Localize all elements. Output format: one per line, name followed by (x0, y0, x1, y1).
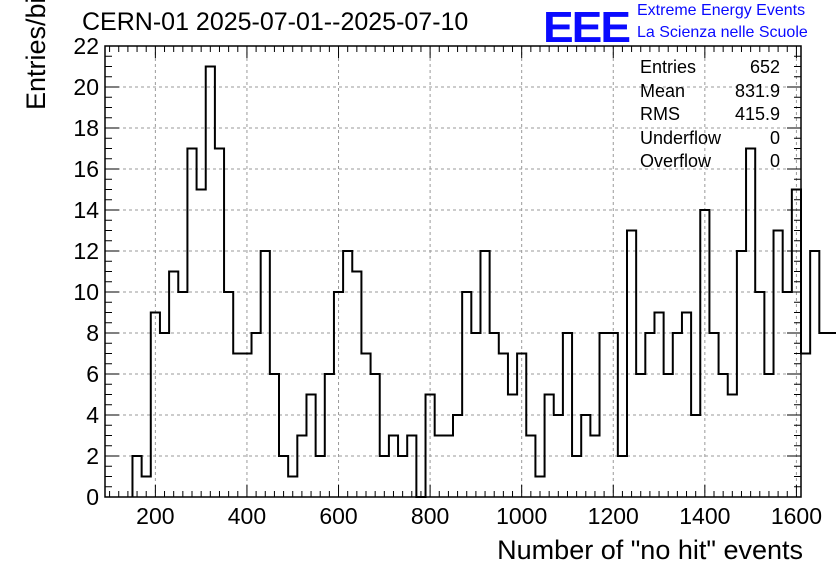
x-tick-label: 1600 (771, 503, 822, 529)
x-axis-label: Number of "no hit" events (497, 535, 803, 565)
x-tick-label: 1400 (679, 503, 730, 529)
histogram-series (131, 65, 836, 498)
y-axis-label: Entries/bin (21, 0, 51, 110)
y-tick-label: 6 (86, 361, 99, 387)
stats-rms: RMS 415.9 (640, 103, 780, 127)
y-tick-label: 4 (86, 402, 99, 428)
stats-overflow: Overflow 0 (640, 150, 780, 174)
stats-box: Entries 652 Mean 831.9 RMS 415.9 Underfl… (640, 56, 780, 174)
stat-label: Mean (640, 80, 686, 101)
stat-value: 652 (749, 57, 780, 77)
x-tick-label: 200 (136, 503, 174, 529)
stat-label: Underflow (640, 127, 722, 148)
y-tick-label: 14 (73, 197, 99, 223)
logo-line-1: Extreme Energy Events (637, 2, 806, 19)
stat-label: Overflow (640, 151, 712, 171)
x-tick-label: 400 (228, 503, 266, 529)
y-tick-label: 2 (86, 443, 99, 469)
y-tick-label: 18 (73, 115, 99, 141)
y-tick-label: 16 (73, 156, 99, 182)
x-tick-label: 1000 (496, 503, 547, 529)
stat-value: 0 (769, 151, 780, 171)
stat-value: 0 (769, 127, 780, 148)
y-tick-label: 22 (73, 33, 99, 59)
x-tick-label: 800 (411, 503, 449, 529)
stat-value: 831.9 (734, 80, 780, 101)
stats-entries: Entries 652 (640, 56, 780, 80)
stat-label: RMS (640, 104, 680, 124)
y-tick-label: 0 (86, 484, 99, 510)
stat-value: 415.9 (734, 104, 780, 124)
y-tick-label: 20 (73, 74, 99, 100)
y-tick-label: 10 (73, 279, 99, 305)
chart-title: CERN-01 2025-07-01--2025-07-10 (82, 8, 469, 36)
y-tick-label: 8 (86, 320, 99, 346)
y-tick-label: 12 (73, 238, 99, 264)
stat-label: Entries (640, 57, 697, 77)
stats-mean: Mean 831.9 (640, 80, 780, 104)
logo-line-2: La Scienza nelle Scuole (637, 24, 808, 41)
stats-underflow: Underflow 0 (640, 127, 780, 151)
x-tick-label: 1200 (588, 503, 639, 529)
eee-logo: EEE (543, 2, 631, 52)
x-tick-label: 600 (319, 503, 357, 529)
